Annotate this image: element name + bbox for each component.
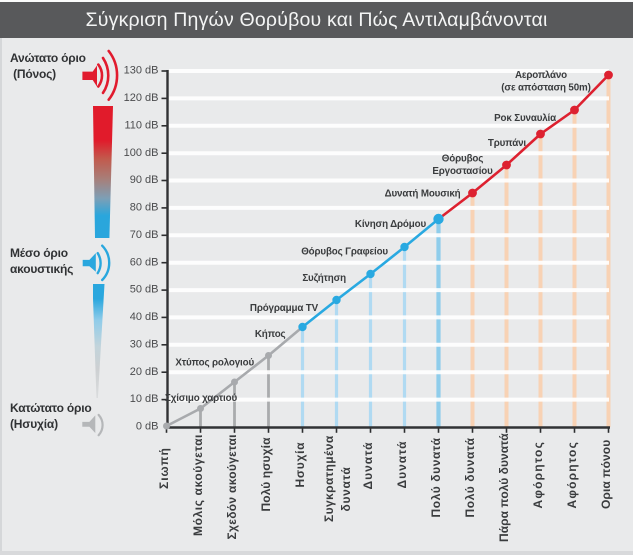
svg-text:50 dB: 50 dB xyxy=(130,284,159,296)
svg-text:Αεροπλάνο: Αεροπλάνο xyxy=(515,70,567,81)
svg-text:Πολύ δυνατά: Πολύ δυνατά xyxy=(429,437,443,517)
svg-text:80 dB: 80 dB xyxy=(130,202,159,214)
svg-text:100 dB: 100 dB xyxy=(124,147,159,159)
svg-text:110 dB: 110 dB xyxy=(124,119,158,131)
svg-text:10 dB: 10 dB xyxy=(130,393,159,405)
svg-text:Συγκρατημένα: Συγκρατημένα xyxy=(322,435,336,522)
svg-text:Τρυπάνι: Τρυπάνι xyxy=(488,138,527,149)
svg-text:0 dB: 0 dB xyxy=(136,421,159,433)
svg-text:Σιωπή: Σιωπή xyxy=(157,447,171,489)
svg-text:Ροκ Συναυλία: Ροκ Συναυλία xyxy=(494,113,556,124)
svg-text:Δυνατά: Δυνατά xyxy=(361,441,375,489)
svg-text:(σε απόσταση 50m): (σε απόσταση 50m) xyxy=(501,82,590,93)
svg-text:Κίνηση Δρόμου: Κίνηση Δρόμου xyxy=(355,219,427,230)
svg-text:Ησυχία: Ησυχία xyxy=(293,442,307,488)
svg-text:40 dB: 40 dB xyxy=(130,311,159,323)
svg-text:Πάρα πολύ δυνατά: Πάρα πολύ δυνατά xyxy=(497,433,511,542)
svg-text:Χτύπος ρολογιού: Χτύπος ρολογιού xyxy=(175,358,254,369)
svg-text:130 dB: 130 dB xyxy=(124,65,159,77)
svg-text:30 dB: 30 dB xyxy=(130,338,159,350)
svg-text:Πρόγραμμα TV: Πρόγραμμα TV xyxy=(250,303,319,314)
svg-text:Ορια πόνου: Ορια πόνου xyxy=(599,440,613,509)
svg-text:Σχίσιμο χαρτιού: Σχίσιμο χαρτιού xyxy=(165,393,237,404)
svg-text:90 dB: 90 dB xyxy=(130,174,159,186)
svg-text:20 dB: 20 dB xyxy=(130,366,159,378)
svg-text:Αφόρητος: Αφόρητος xyxy=(531,441,545,509)
svg-text:Εργοστασίου: Εργοστασίου xyxy=(432,166,493,177)
svg-text:Θόρυβος: Θόρυβος xyxy=(442,153,483,164)
svg-text:Πολύ δυνατά: Πολύ δυνατά xyxy=(463,437,477,517)
svg-text:Δυνατά: Δυνατά xyxy=(395,440,409,488)
svg-text:Μόλις ακούγεται: Μόλις ακούγεται xyxy=(191,434,205,536)
svg-text:Δυνατή Μουσική: Δυνατή Μουσική xyxy=(385,189,461,200)
svg-text:Αφόρητος: Αφόρητος xyxy=(565,441,579,509)
svg-text:Κήπος: Κήπος xyxy=(255,329,286,340)
svg-text:Θόρυβος Γραφείου: Θόρυβος Γραφείου xyxy=(301,246,388,257)
svg-text:δυνατά: δυνατά xyxy=(339,467,353,512)
svg-text:Συζήτηση: Συζήτηση xyxy=(302,273,346,284)
svg-text:70 dB: 70 dB xyxy=(130,229,159,241)
svg-text:120 dB: 120 dB xyxy=(124,92,159,104)
svg-text:Πολύ ησυχία: Πολύ ησυχία xyxy=(259,437,273,512)
svg-text:60 dB: 60 dB xyxy=(130,256,159,268)
svg-text:Σχεδόν ακούγεται: Σχεδόν ακούγεται xyxy=(225,434,239,539)
